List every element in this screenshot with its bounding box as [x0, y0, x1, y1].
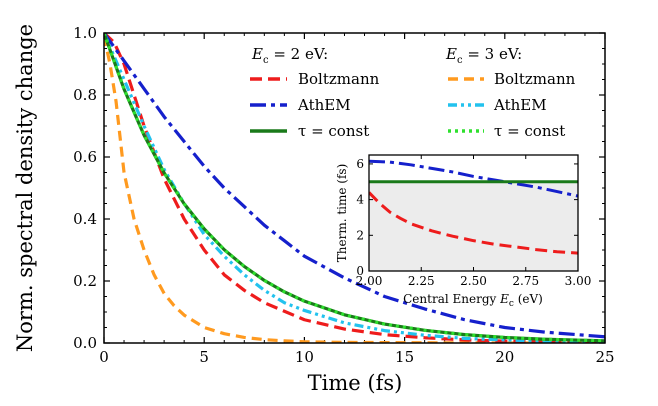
legend: Ec = 2 eV: Ec = 3 eV: Boltzmann AthEM τ …	[250, 45, 576, 140]
legend-header-3ev: Ec = 3 eV:	[445, 45, 522, 66]
inset-x-tick-label: 2.75	[512, 274, 539, 288]
main-axis-ticks: 0 5 10 15 20 250.00.20.40.60.81.0	[73, 24, 614, 366]
x-tick-label: 0	[99, 348, 109, 366]
y-tick-label: 0.6	[73, 148, 97, 166]
inset-x-tick-label: 3.00	[565, 274, 592, 288]
inset-shaded-area	[369, 181, 578, 271]
legend-label-boltzmann-3ev: Boltzmann	[494, 70, 576, 88]
inset-series-lines	[369, 159, 578, 255]
inset-y-tick-label: 0	[356, 264, 364, 278]
series-line-athem-ec-3-ev	[104, 33, 605, 343]
inset-y-tick-label: 4	[356, 193, 364, 207]
y-tick-label: 0.8	[73, 86, 97, 104]
x-tick-label: 15	[395, 348, 414, 366]
legend-label-athem-3ev: AthEM	[493, 96, 547, 114]
inset-series-line-boltzmann	[369, 191, 578, 255]
inset-x-tick-label: 2.50	[460, 274, 487, 288]
legend-label-tau-3ev: τ = const	[494, 122, 565, 140]
main-plot-frame	[103, 32, 606, 344]
y-tick-label: 0.4	[73, 210, 97, 228]
x-axis-label: Time (fs)	[308, 371, 403, 395]
inset-x-axis-label: Central Energy Ec (eV)	[403, 292, 543, 309]
legend-label-tau-2ev: τ = const	[298, 122, 369, 140]
inset-y-tick-label: 6	[356, 157, 364, 171]
inset-series-line-athem	[369, 159, 578, 198]
x-tick-label: 20	[495, 348, 514, 366]
x-tick-label: 5	[199, 348, 209, 366]
series-line-athem-ec-2-ev	[104, 33, 605, 339]
y-tick-label: 1.0	[73, 24, 97, 42]
x-tick-label: 10	[295, 348, 314, 366]
inset-plot-frame	[368, 154, 579, 272]
inset-axis-ticks: 2.00 2.25 2.50 2.75 3.00 0 2 4 6	[356, 155, 592, 288]
series-line-const-ec-2-ev	[104, 33, 605, 343]
legend-label-boltzmann-2ev: Boltzmann	[298, 70, 380, 88]
x-tick-label: 25	[595, 348, 614, 366]
legend-header-2ev: Ec = 2 eV:	[251, 45, 328, 66]
inset-y-axis-label: Therm. time (fs)	[335, 164, 349, 263]
inset-shaded-region	[369, 181, 578, 271]
legend-label-athem-2ev: AthEM	[297, 96, 351, 114]
y-tick-label: 0.2	[73, 272, 97, 290]
inset-y-tick-label: 2	[356, 228, 364, 242]
y-tick-label: 0.0	[73, 334, 97, 352]
inset-x-tick-label: 2.00	[356, 274, 383, 288]
inset-x-tick-label: 2.25	[408, 274, 435, 288]
y-axis-label: Norm. spectral density change	[13, 24, 37, 352]
